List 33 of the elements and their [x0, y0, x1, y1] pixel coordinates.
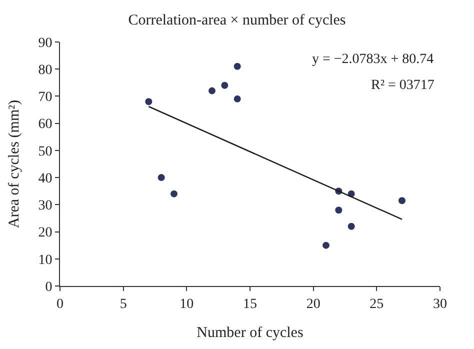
point [208, 87, 216, 94]
x-tick-label: 25 [370, 296, 384, 312]
y-tick-label: 30 [38, 198, 52, 214]
point [145, 98, 152, 106]
point [398, 197, 406, 204]
y-axis-title: Area of cycles (mm²) [6, 100, 22, 228]
point [234, 62, 241, 70]
y-tick-label: 70 [38, 90, 52, 106]
annotation: R² = 03717 [371, 78, 434, 93]
point [170, 190, 178, 198]
x-tick-label: 5 [120, 296, 127, 312]
y-tick-label: 40 [38, 171, 52, 186]
chart-title: Correlation-area × number of cycles [128, 12, 346, 28]
y-tick-label: 80 [38, 63, 52, 78]
annotation: y = −2.0783x + 80.74 [312, 52, 434, 67]
point [322, 242, 330, 249]
x-tick-label: 0 [56, 296, 64, 312]
y-tick-label: 20 [38, 226, 52, 241]
y-tick-label: 50 [38, 144, 52, 160]
x-tick-label: 20 [306, 296, 320, 312]
point [158, 174, 165, 182]
y-tick-label: 60 [38, 117, 52, 132]
x-tick-label: 30 [433, 296, 447, 312]
y-tick-label: 90 [38, 36, 52, 51]
point [335, 206, 342, 214]
point [348, 222, 355, 230]
y-tick-label: 10 [38, 252, 52, 268]
point [234, 95, 241, 102]
x-axis-title: Number of cycles [196, 324, 304, 341]
x-tick-label: 10 [180, 296, 194, 312]
point [221, 82, 228, 89]
x-tick-label: 15 [243, 296, 257, 312]
y-tick-label: 0 [45, 280, 52, 295]
